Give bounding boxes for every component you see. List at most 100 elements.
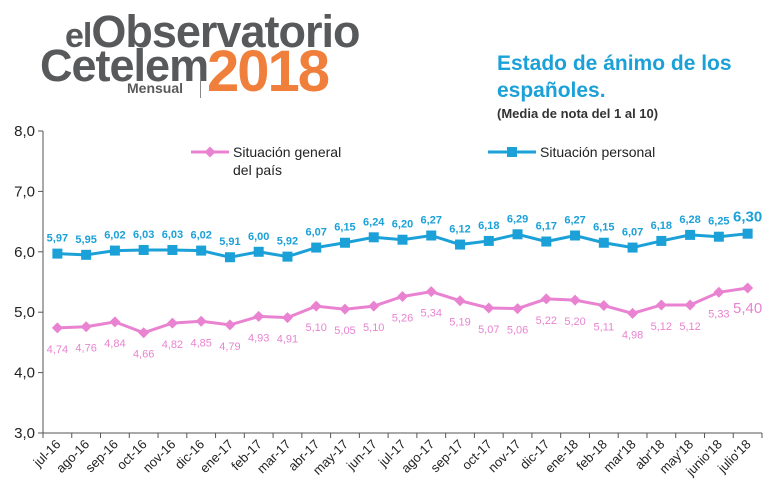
data-point-general xyxy=(51,322,63,334)
data-point-personal xyxy=(368,232,379,243)
data-point-personal xyxy=(109,245,120,256)
data-point-general xyxy=(512,303,524,315)
x-tick-label: ene-17 xyxy=(197,437,236,476)
data-label-personal: 5,92 xyxy=(277,236,298,248)
legend-marker-general xyxy=(204,146,216,158)
data-point-general xyxy=(627,307,639,319)
data-label-personal: 6,17 xyxy=(536,221,557,233)
y-tick-label: 3,0 xyxy=(14,425,35,442)
data-label-general: 5,11 xyxy=(594,322,615,334)
data-label-general: 5,10 xyxy=(306,322,327,334)
data-label-personal: 6,15 xyxy=(334,222,355,234)
data-point-personal xyxy=(685,229,696,240)
logo-prefix: el xyxy=(65,17,92,55)
data-point-general xyxy=(655,299,667,311)
data-point-general xyxy=(425,286,437,298)
y-tick-label: 7,0 xyxy=(14,183,35,200)
data-label-general: 4,93 xyxy=(248,332,269,344)
data-point-personal xyxy=(426,230,437,241)
data-label-personal: 6,15 xyxy=(593,222,614,234)
data-point-personal xyxy=(455,239,466,250)
data-point-general xyxy=(310,300,322,312)
data-point-personal xyxy=(81,249,92,260)
data-point-general xyxy=(397,290,408,302)
data-label-personal: 6,18 xyxy=(651,220,672,232)
data-label-personal: 6,00 xyxy=(248,231,269,243)
y-tick-label: 5,0 xyxy=(14,304,35,321)
data-label-personal: 6,12 xyxy=(449,224,470,236)
data-point-general xyxy=(339,303,351,315)
data-label-personal: 6,03 xyxy=(162,229,183,241)
data-point-general xyxy=(281,312,293,324)
chart-legend: Situación general del país Situación perso… xyxy=(191,144,655,178)
data-point-general xyxy=(166,317,178,329)
logo-brand: Cetelem xyxy=(40,40,209,91)
data-label-general: 4,74 xyxy=(47,344,68,356)
data-point-personal xyxy=(656,235,667,246)
data-point-personal xyxy=(311,242,322,253)
data-label-personal: 6,25 xyxy=(708,216,729,228)
data-point-general xyxy=(109,316,121,328)
logo-title: elObservatorio xyxy=(65,6,360,60)
data-point-general xyxy=(195,315,207,327)
data-label-general: 4,66 xyxy=(133,349,154,361)
data-point-general xyxy=(598,300,610,312)
y-tick-label: 6,0 xyxy=(14,244,35,261)
data-point-personal xyxy=(541,236,552,247)
data-point-general xyxy=(253,310,265,322)
data-point-general xyxy=(138,327,150,339)
data-point-personal xyxy=(52,248,63,259)
data-label-general: 5,34 xyxy=(421,308,442,320)
data-point-personal xyxy=(138,244,149,255)
data-label-general: 4,76 xyxy=(75,343,96,355)
data-point-personal xyxy=(713,231,724,242)
data-point-general xyxy=(368,300,380,312)
data-point-personal xyxy=(167,244,178,255)
data-label-personal: 6,07 xyxy=(622,227,643,239)
data-label-general: 5,26 xyxy=(392,312,413,324)
data-point-general xyxy=(224,319,236,331)
data-label-personal: 6,30 xyxy=(733,209,762,226)
data-point-personal xyxy=(282,251,293,262)
data-label-general: 5,05 xyxy=(334,325,355,337)
data-label-personal: 6,07 xyxy=(306,227,327,239)
x-tick-label: nov-16 xyxy=(140,437,179,476)
data-label-general: 4,91 xyxy=(277,334,298,346)
x-tick-label: mar'18 xyxy=(600,437,638,475)
y-tick-label: 4,0 xyxy=(14,365,35,382)
cetelem-logo: elObservatorio Cetelem Mensual 2018 xyxy=(40,8,360,104)
y-tick-label: 8,0 xyxy=(14,123,35,140)
data-point-personal xyxy=(627,242,638,253)
data-label-personal: 5,97 xyxy=(47,233,68,245)
data-point-personal xyxy=(397,234,408,245)
data-point-general xyxy=(684,299,696,311)
data-label-personal: 6,03 xyxy=(133,229,154,241)
data-point-personal xyxy=(339,237,350,248)
data-point-general xyxy=(80,321,92,333)
chart-plot-area: 4,74 4,76 4,84 4,66 4,82 4,85 4,79 4,93 4,91 5,10… xyxy=(47,209,763,361)
data-label-general: 4,85 xyxy=(190,337,211,349)
data-label-personal: 6,28 xyxy=(679,214,700,226)
legend-label-general: Situación general xyxy=(233,144,341,160)
data-label-personal: 6,02 xyxy=(190,230,211,242)
data-label-personal: 6,27 xyxy=(564,214,585,226)
logo-name: Observatorio xyxy=(91,6,360,57)
chart-subtitle: (Media de nota del 1 al 10) xyxy=(497,106,659,121)
data-label-general: 5,19 xyxy=(449,317,470,329)
data-point-general xyxy=(483,302,495,314)
data-label-personal: 6,20 xyxy=(392,219,413,231)
logo-year: 2018 xyxy=(207,39,330,104)
data-label-personal: 6,27 xyxy=(421,214,442,226)
data-label-general: 4,84 xyxy=(104,338,125,350)
x-tick-label: sep-17 xyxy=(427,437,466,476)
data-label-general: 5,20 xyxy=(564,316,585,328)
data-point-general xyxy=(454,295,466,307)
legend-label-general-2: del país xyxy=(233,162,282,178)
data-point-personal xyxy=(483,235,494,246)
data-label-personal: 5,95 xyxy=(75,234,96,246)
data-point-personal xyxy=(742,228,753,239)
logo-edition: Mensual xyxy=(127,80,184,96)
legend-marker-personal xyxy=(507,147,517,157)
data-label-general: 4,82 xyxy=(162,339,183,351)
